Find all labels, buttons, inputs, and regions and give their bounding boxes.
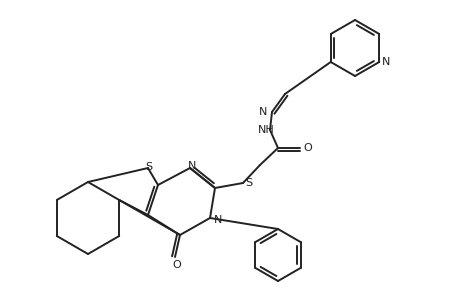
Text: N: N <box>258 107 266 117</box>
Text: O: O <box>303 143 312 153</box>
Text: N: N <box>187 161 196 171</box>
Text: N: N <box>213 215 222 225</box>
Text: NH: NH <box>257 125 274 135</box>
Text: S: S <box>245 178 252 188</box>
Text: N: N <box>381 57 390 67</box>
Text: O: O <box>172 260 181 270</box>
Text: S: S <box>145 162 152 172</box>
